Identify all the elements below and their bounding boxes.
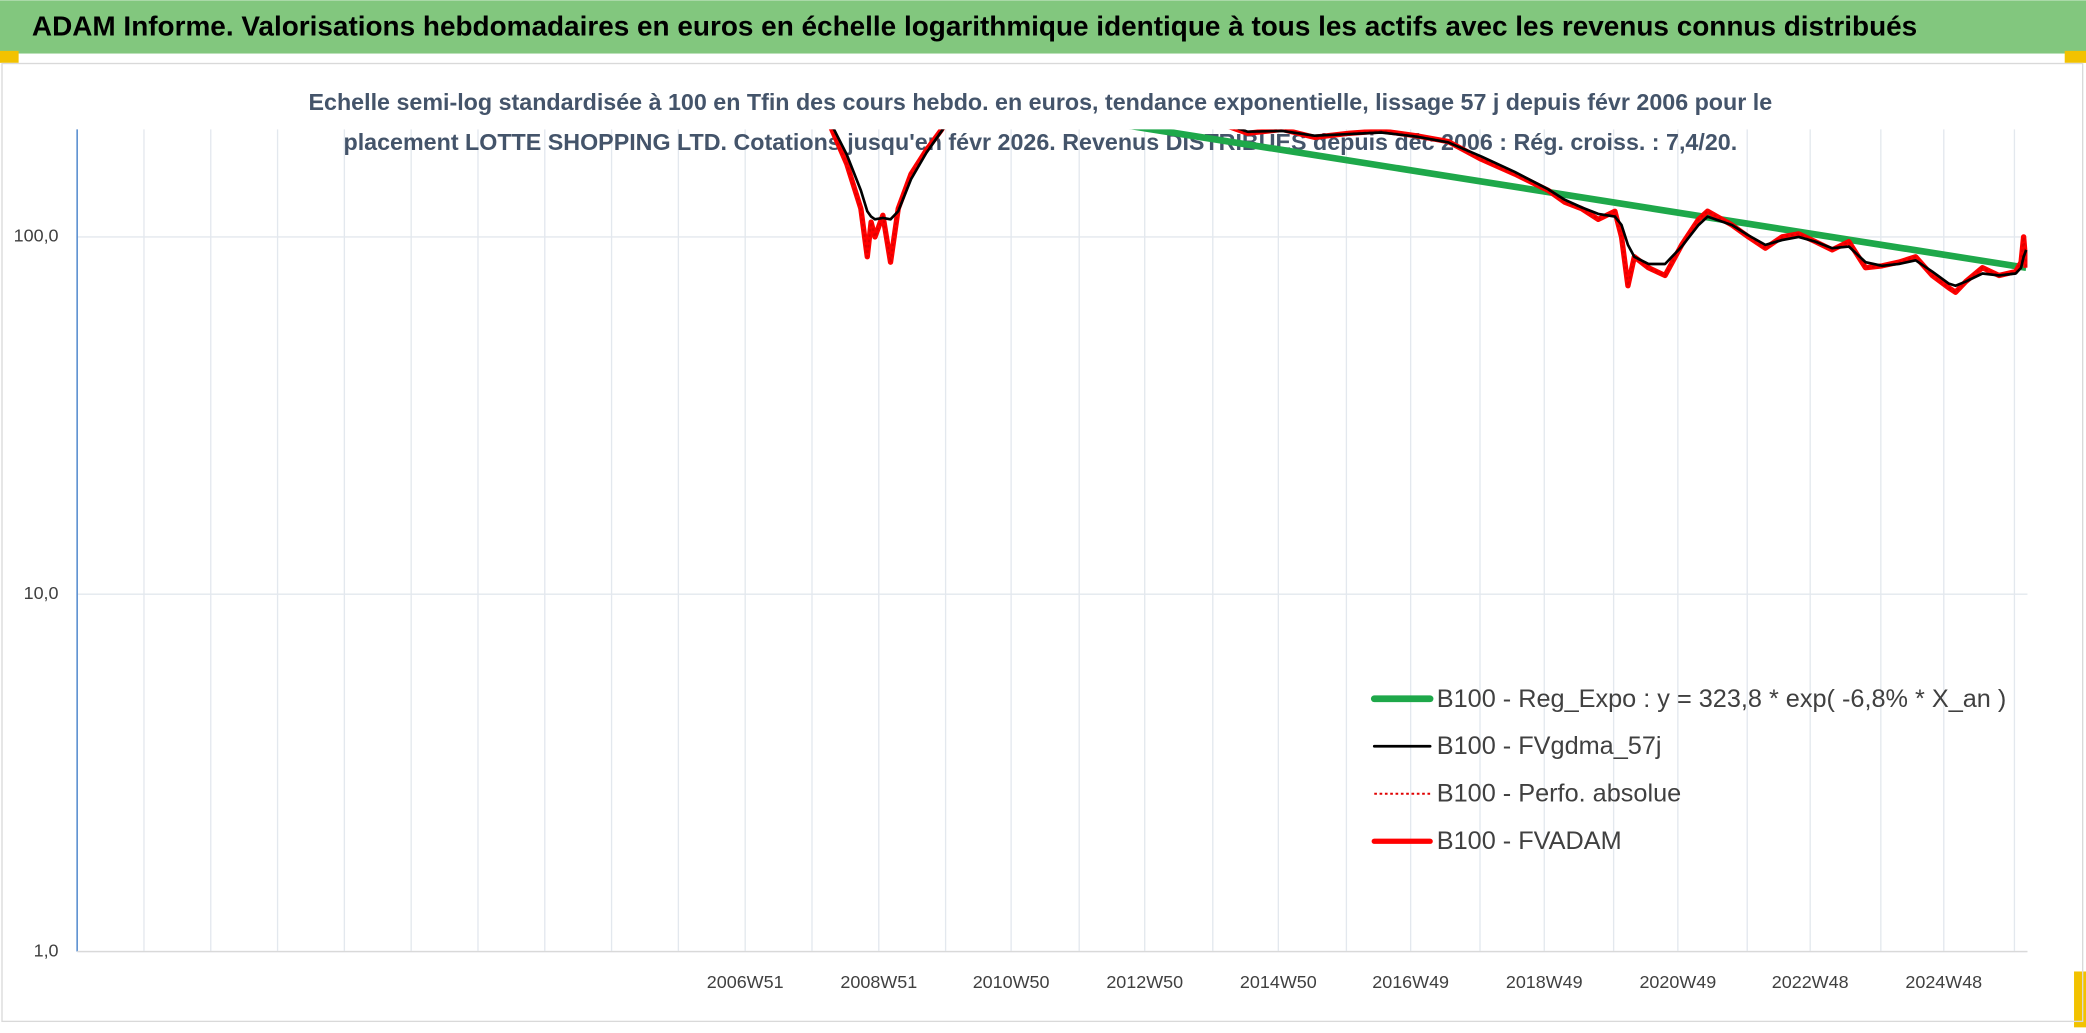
x-tick-label: 2014W50 [1240,972,1317,992]
legend-label: B100 - Reg_Expo : y = 323,8 * exp( -6,8%… [1437,685,2007,713]
y-tick-label: 1,0 [34,940,59,960]
title-bar [0,0,2086,54]
x-tick-label: 2016W49 [1372,972,1449,992]
chart-subtitle: placement LOTTE SHOPPING LTD. Cotations … [344,129,1738,155]
x-tick-label: 2010W50 [973,972,1050,992]
series-line [832,129,2028,288]
y-tick-label: 100,0 [14,226,59,246]
x-tick-label: 2024W48 [1905,972,1982,992]
x-tick-label: 2012W50 [1106,972,1183,992]
x-tick-label: 2008W51 [840,972,917,992]
x-tick-label: 2018W49 [1506,972,1583,992]
corner-mark [2064,50,2086,63]
x-tick-label: 2006W51 [707,972,784,992]
x-tick-label: 2022W48 [1772,972,1849,992]
chart-subtitle: Echelle semi-log standardisée à 100 en T… [309,89,1773,115]
chart-title: ADAM Informe. Valorisations hebdomadaire… [32,11,1917,42]
y-tick-label: 10,0 [24,583,59,603]
legend-label: B100 - FVADAM [1437,827,1622,855]
legend-label: B100 - Perfo. absolue [1437,780,1681,808]
corner-mark [0,50,19,63]
corner-mark [2074,971,2086,1028]
legend-label: B100 - FVgdma_57j [1437,732,1662,760]
x-tick-label: 2020W49 [1639,972,1716,992]
chart-frame [1,62,2084,1023]
series-line [1130,129,2027,272]
